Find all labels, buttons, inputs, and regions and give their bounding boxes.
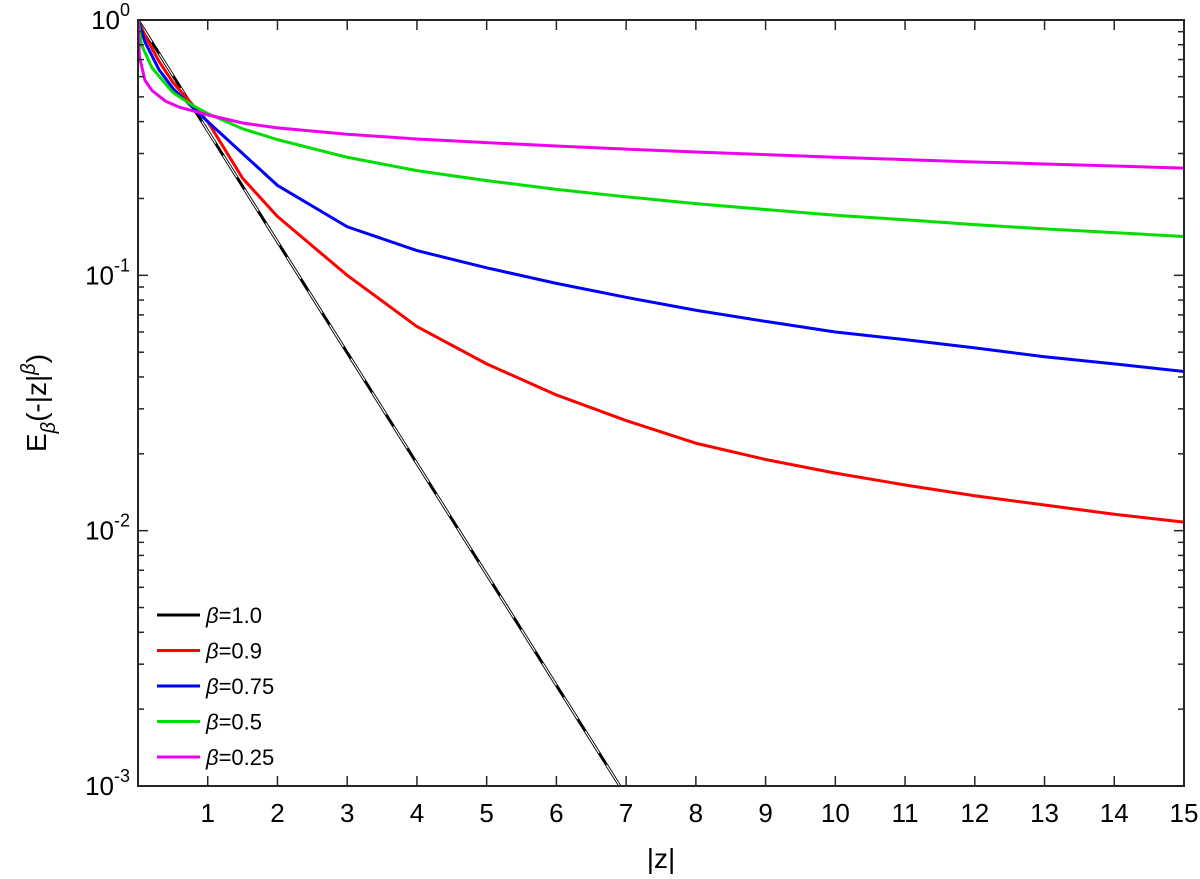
x-tick-label: 7 (619, 798, 633, 828)
legend-label-2: β=0.75 (205, 674, 274, 699)
x-tick-label: 4 (410, 798, 424, 828)
series-line-4 (138, 20, 1184, 170)
legend-label-3: β=0.5 (205, 710, 262, 735)
y-tick-label: 10-3 (85, 766, 130, 801)
axis-ticks (138, 19, 1185, 787)
x-tick-label: 9 (758, 798, 772, 828)
y-tick-label: 100 (91, 0, 130, 35)
legend-label-0: β=1.0 (205, 603, 262, 628)
y-axis-label-subscript: β (38, 422, 60, 434)
axes-box (137, 19, 1185, 787)
y-tick-labels: 100 10-1 10-2 10-3 (85, 0, 130, 801)
x-tick-label: 12 (960, 798, 989, 828)
legend-label-4: β=0.25 (205, 745, 274, 770)
legend-label-1: β=0.9 (205, 639, 262, 664)
x-tick-label: 6 (549, 798, 563, 828)
x-tick-label: 15 (1170, 798, 1199, 828)
series-line-0-dash-overlay (138, 20, 621, 786)
series-line-2 (138, 20, 1184, 374)
x-tick-label: 11 (892, 798, 919, 828)
x-tick-label: 14 (1100, 798, 1129, 828)
y-axis-label-close: ) (21, 354, 52, 363)
y-tick-label: 10-1 (85, 255, 130, 290)
y-axis-label-superscript: β (18, 363, 40, 375)
y-tick-label: 10-2 (85, 511, 130, 546)
x-tick-label: 1 (200, 798, 214, 828)
x-tick-label: 10 (821, 798, 850, 828)
x-axis-label: |z| (647, 843, 676, 874)
x-tick-label: 3 (340, 798, 354, 828)
x-tick-labels: 1 2 3 4 5 6 7 8 9 10 11 12 13 14 15 (200, 798, 1198, 828)
series-line-1 (138, 20, 1184, 524)
x-tick-label: 8 (689, 798, 703, 828)
y-axis-label-main: E (21, 433, 52, 452)
x-tick-label: 5 (479, 798, 493, 828)
y-axis-label-paren: (-|z| (21, 375, 52, 422)
series-line-3 (138, 20, 1184, 238)
x-tick-label: 2 (270, 798, 284, 828)
legend: β=1.0 β=0.9 β=0.75 β=0.5 β=0.25 (150, 598, 310, 770)
legend-background (150, 598, 310, 770)
x-tick-label: 13 (1030, 798, 1059, 828)
y-axis-label: Eβ(-|z|β) (18, 354, 60, 452)
plot-area (138, 20, 1184, 786)
